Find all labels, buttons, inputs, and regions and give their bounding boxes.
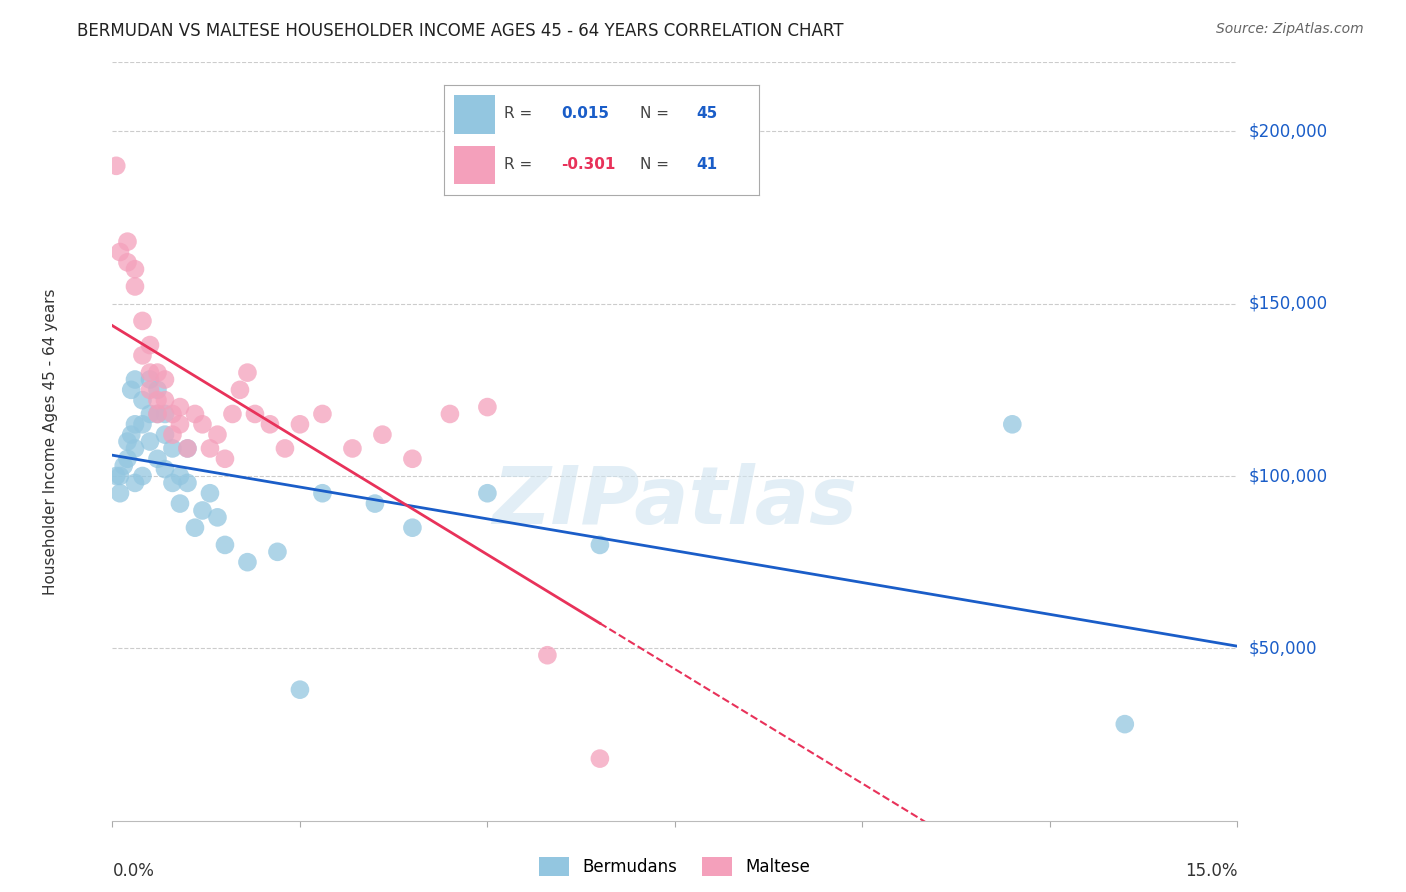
Point (162, 427, 184, 442)
Point (176, 442, 198, 456)
Point (477, 486, 499, 500)
Point (124, 442, 146, 456)
Point (371, 427, 394, 442)
Point (589, 751, 612, 765)
Point (162, 442, 184, 456)
Point (342, 442, 364, 456)
Point (120, 383, 142, 397)
Point (288, 682, 311, 697)
Point (169, 400, 191, 414)
Point (207, 427, 229, 442)
Point (139, 434, 162, 449)
Point (131, 348, 153, 362)
Point (191, 417, 214, 432)
Point (139, 366, 162, 380)
Point (117, 434, 139, 449)
Point (401, 521, 423, 535)
Point (117, 451, 139, 466)
Point (169, 417, 191, 432)
Point (221, 407, 243, 421)
Point (236, 366, 259, 380)
Point (176, 475, 198, 490)
Point (214, 451, 236, 466)
Point (146, 407, 169, 421)
Point (117, 255, 139, 269)
Text: $200,000: $200,000 (1249, 122, 1327, 140)
Point (169, 469, 191, 483)
Point (146, 383, 169, 397)
Point (184, 521, 207, 535)
Point (153, 393, 176, 408)
Point (120, 427, 142, 442)
Text: $150,000: $150,000 (1249, 294, 1327, 313)
Point (229, 383, 252, 397)
Point (146, 366, 169, 380)
Point (146, 393, 169, 408)
Point (198, 442, 221, 456)
Text: 0.0%: 0.0% (112, 863, 155, 880)
Point (207, 510, 229, 524)
Text: $50,000: $50,000 (1249, 640, 1317, 657)
Point (124, 262, 146, 277)
Point (274, 442, 297, 456)
Point (108, 486, 131, 500)
Point (153, 427, 176, 442)
Point (439, 407, 461, 421)
Point (108, 469, 131, 483)
Point (124, 417, 146, 432)
Point (169, 497, 191, 511)
Point (124, 279, 146, 293)
Point (311, 486, 333, 500)
Text: $100,000: $100,000 (1249, 467, 1327, 485)
Point (131, 417, 153, 432)
Point (108, 244, 131, 259)
Point (477, 400, 499, 414)
Point (162, 407, 184, 421)
Point (162, 475, 184, 490)
Point (146, 451, 169, 466)
Point (311, 407, 333, 421)
Point (131, 393, 153, 408)
Point (117, 235, 139, 249)
Point (536, 648, 558, 663)
Point (243, 407, 266, 421)
Point (153, 372, 176, 386)
Point (214, 538, 236, 552)
Point (589, 538, 612, 552)
Point (112, 458, 135, 473)
Text: Householder Income Ages 45 - 64 years: Householder Income Ages 45 - 64 years (44, 288, 58, 595)
Point (139, 383, 162, 397)
Point (266, 545, 288, 559)
Point (139, 372, 162, 386)
Point (131, 469, 153, 483)
Point (124, 475, 146, 490)
Point (184, 407, 207, 421)
Point (124, 372, 146, 386)
Point (139, 407, 162, 421)
Point (139, 338, 162, 352)
Point (176, 442, 198, 456)
Point (153, 407, 176, 421)
Point (153, 462, 176, 476)
Text: Source: ZipAtlas.com: Source: ZipAtlas.com (1216, 22, 1364, 37)
Point (288, 417, 311, 432)
Point (105, 159, 128, 173)
Point (198, 486, 221, 500)
Point (131, 314, 153, 328)
Point (191, 503, 214, 517)
Text: 15.0%: 15.0% (1185, 863, 1237, 880)
Point (259, 417, 281, 432)
Legend: Bermudans, Maltese: Bermudans, Maltese (531, 848, 818, 884)
Point (1001, 417, 1024, 432)
Point (146, 407, 169, 421)
Point (401, 451, 423, 466)
Point (1114, 717, 1136, 731)
Text: ZIPatlas: ZIPatlas (492, 463, 858, 541)
Point (364, 497, 387, 511)
Point (236, 555, 259, 569)
Point (105, 469, 128, 483)
Text: BERMUDAN VS MALTESE HOUSEHOLDER INCOME AGES 45 - 64 YEARS CORRELATION CHART: BERMUDAN VS MALTESE HOUSEHOLDER INCOME A… (77, 22, 844, 40)
